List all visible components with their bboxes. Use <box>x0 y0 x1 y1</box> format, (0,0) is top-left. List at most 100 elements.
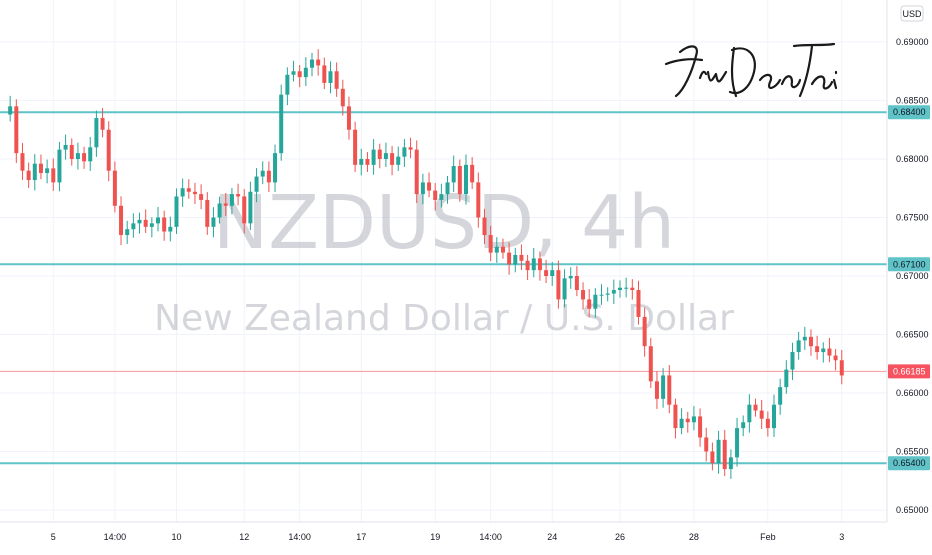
candle-up <box>679 408 684 435</box>
candle-up <box>57 141 62 192</box>
candle-down <box>667 364 672 414</box>
candle-up <box>778 378 783 415</box>
candle-body <box>242 196 247 224</box>
candle-up <box>328 61 333 94</box>
candle-down <box>507 242 512 275</box>
candle-body <box>778 387 783 405</box>
candle-body <box>236 194 241 197</box>
candle-body <box>14 106 19 154</box>
candle-down <box>488 225 493 262</box>
candle-body <box>507 252 512 265</box>
candle-up <box>821 342 826 363</box>
candle-up <box>396 146 401 171</box>
candle-body <box>599 294 604 296</box>
candle-down <box>143 209 148 233</box>
candle-body <box>488 235 493 253</box>
candle-up <box>168 216 173 242</box>
candle-body <box>735 428 740 458</box>
candle-down <box>408 137 413 159</box>
time-tick-label: 10 <box>171 532 181 542</box>
candle-body <box>199 194 204 200</box>
candle-down <box>242 189 247 234</box>
candle-body <box>82 153 87 162</box>
candle-body <box>562 278 567 300</box>
candle-body <box>611 290 616 294</box>
candle-body <box>747 404 752 423</box>
candle-up <box>464 154 468 205</box>
candle-down <box>500 238 505 259</box>
candle-body <box>143 219 148 227</box>
candle-body <box>125 229 130 236</box>
candle-body <box>470 164 475 183</box>
candle-body <box>722 439 727 470</box>
candle-up <box>513 247 518 273</box>
watermark-symbol: NZDUSD, 4h <box>213 180 675 266</box>
candle-up <box>451 155 456 192</box>
candle-body <box>100 118 105 130</box>
candle-up <box>562 269 567 308</box>
candle-body <box>310 59 314 68</box>
candle-down <box>648 337 653 388</box>
time-axis-labels: 5 14:00 10 12 14:00 17 19 14:00 24 26 28 Feb 3 <box>51 532 844 542</box>
candle-down <box>482 208 487 244</box>
candle-body <box>759 410 764 419</box>
candle-up <box>137 212 142 234</box>
candle-down <box>106 121 111 182</box>
level-price-label: 0.68400 <box>893 107 926 117</box>
candle-down <box>525 254 530 281</box>
candle-body <box>186 188 191 192</box>
candle-body <box>254 176 259 192</box>
candle-body <box>106 129 111 171</box>
candle-down <box>433 183 438 211</box>
candle-up <box>45 159 50 184</box>
time-tick-label: 14:00 <box>288 532 311 542</box>
candle-up <box>796 331 801 360</box>
time-tick-label: 5 <box>51 532 56 542</box>
candle-down <box>581 282 586 310</box>
candle-body <box>26 170 31 181</box>
candle-down <box>26 162 31 189</box>
time-tick-label: 19 <box>430 532 440 542</box>
watermark-description: New Zealand Dollar / U.S. Dollar <box>154 298 734 339</box>
candle-body <box>593 294 598 309</box>
candle-down <box>698 408 703 447</box>
candle-down <box>710 442 715 471</box>
candle-body <box>328 71 333 83</box>
candle-body <box>211 217 216 227</box>
price-tick-label: 0.65500 <box>896 447 929 457</box>
time-tick-label: 3 <box>839 532 844 542</box>
candle-down <box>642 307 647 357</box>
candle-body <box>808 336 813 347</box>
signature-logo <box>664 42 838 98</box>
candle-up <box>802 326 807 350</box>
candle-down <box>476 172 481 228</box>
candle-down <box>223 192 228 217</box>
candle-up <box>229 187 234 215</box>
candle-body <box>648 346 653 382</box>
currency-badge-label: USD <box>902 9 922 19</box>
candle-down <box>470 157 475 189</box>
candle-body <box>149 223 154 227</box>
candle-up <box>661 368 666 408</box>
time-tick-label: 28 <box>689 532 699 542</box>
candle-down <box>297 65 302 88</box>
price-tick-label: 0.66000 <box>896 388 929 398</box>
time-tick-label: Feb <box>760 532 776 542</box>
price-tick-label: 0.67500 <box>896 213 929 223</box>
candle-body <box>131 223 136 230</box>
candle-body <box>513 254 518 265</box>
currency-badge[interactable]: USD <box>900 5 924 22</box>
candle-up <box>174 188 179 234</box>
candle-down <box>205 192 210 235</box>
candle-body <box>192 191 197 195</box>
candle-body <box>94 118 99 148</box>
candle-body <box>273 153 278 183</box>
candle-body <box>827 348 832 356</box>
candle-up <box>8 95 13 122</box>
candle-body <box>445 182 450 195</box>
candle-down <box>119 196 124 246</box>
candle-down <box>112 161 117 213</box>
candle-down <box>537 251 542 281</box>
candle-body <box>550 270 555 276</box>
